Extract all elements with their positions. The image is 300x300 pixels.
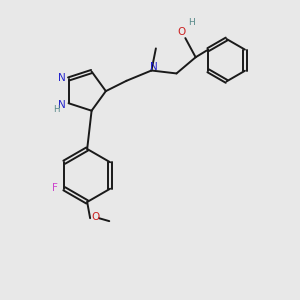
Text: H: H — [53, 105, 59, 114]
Text: N: N — [58, 73, 66, 82]
Text: N: N — [58, 100, 66, 110]
Text: H: H — [188, 18, 195, 27]
Text: O: O — [178, 27, 186, 37]
Text: F: F — [52, 183, 58, 193]
Text: N: N — [150, 62, 158, 72]
Text: O: O — [91, 212, 100, 222]
